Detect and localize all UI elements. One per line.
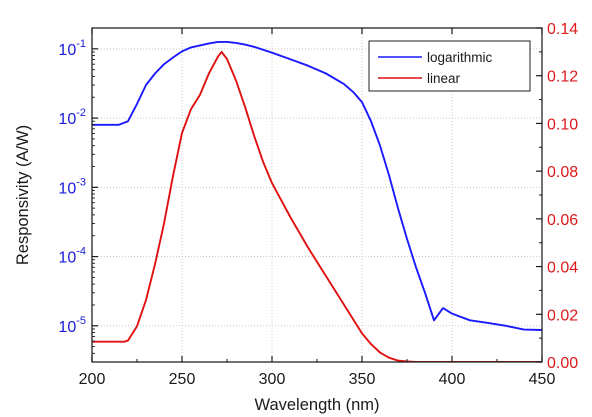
y-left-tick-label: 10-2	[58, 107, 86, 128]
y-axis-left-title: Responsivity (A/W)	[14, 125, 32, 265]
y-left-tick-label: 10-3	[58, 176, 86, 197]
series-lines	[92, 40, 542, 362]
y-right-tick-label: 0.06	[547, 212, 578, 229]
legend: logarithmic linear	[368, 40, 531, 92]
legend-label-logarithmic: logarithmic	[427, 50, 493, 65]
y-right-tick-label: 0.00	[547, 355, 578, 372]
series-line-linear	[92, 50, 542, 362]
legend-label-linear: linear	[427, 71, 461, 86]
x-axis-title: Wavelength (nm)	[254, 396, 379, 414]
y-right-tick-label: 0.12	[547, 69, 578, 86]
y-right-tick-label: 0.14	[547, 21, 578, 38]
legend-box	[368, 40, 531, 92]
y-right-tick-label: 0.08	[547, 164, 578, 181]
axes: 200 250 300 350 400 450 10-1 10-2 10-3 10-4 10-5 0.…	[58, 21, 578, 388]
x-tick-label: 300	[259, 371, 286, 388]
x-tick-label: 200	[79, 371, 106, 388]
x-tick-label: 250	[169, 371, 196, 388]
series-line-logarithmic	[92, 40, 542, 331]
y-left-tick-label: 10-4	[58, 246, 86, 267]
x-tick-label: 350	[349, 371, 376, 388]
y-left-tick-label: 10-1	[58, 38, 86, 59]
y-right-tick-label: 0.10	[547, 116, 578, 133]
y-right-tick-label: 0.02	[547, 307, 578, 324]
x-tick-label: 400	[439, 371, 466, 388]
y-left-tick-label: 10-5	[58, 315, 86, 336]
x-tick-label: 450	[529, 371, 556, 388]
y-right-tick-label: 0.04	[547, 260, 578, 277]
